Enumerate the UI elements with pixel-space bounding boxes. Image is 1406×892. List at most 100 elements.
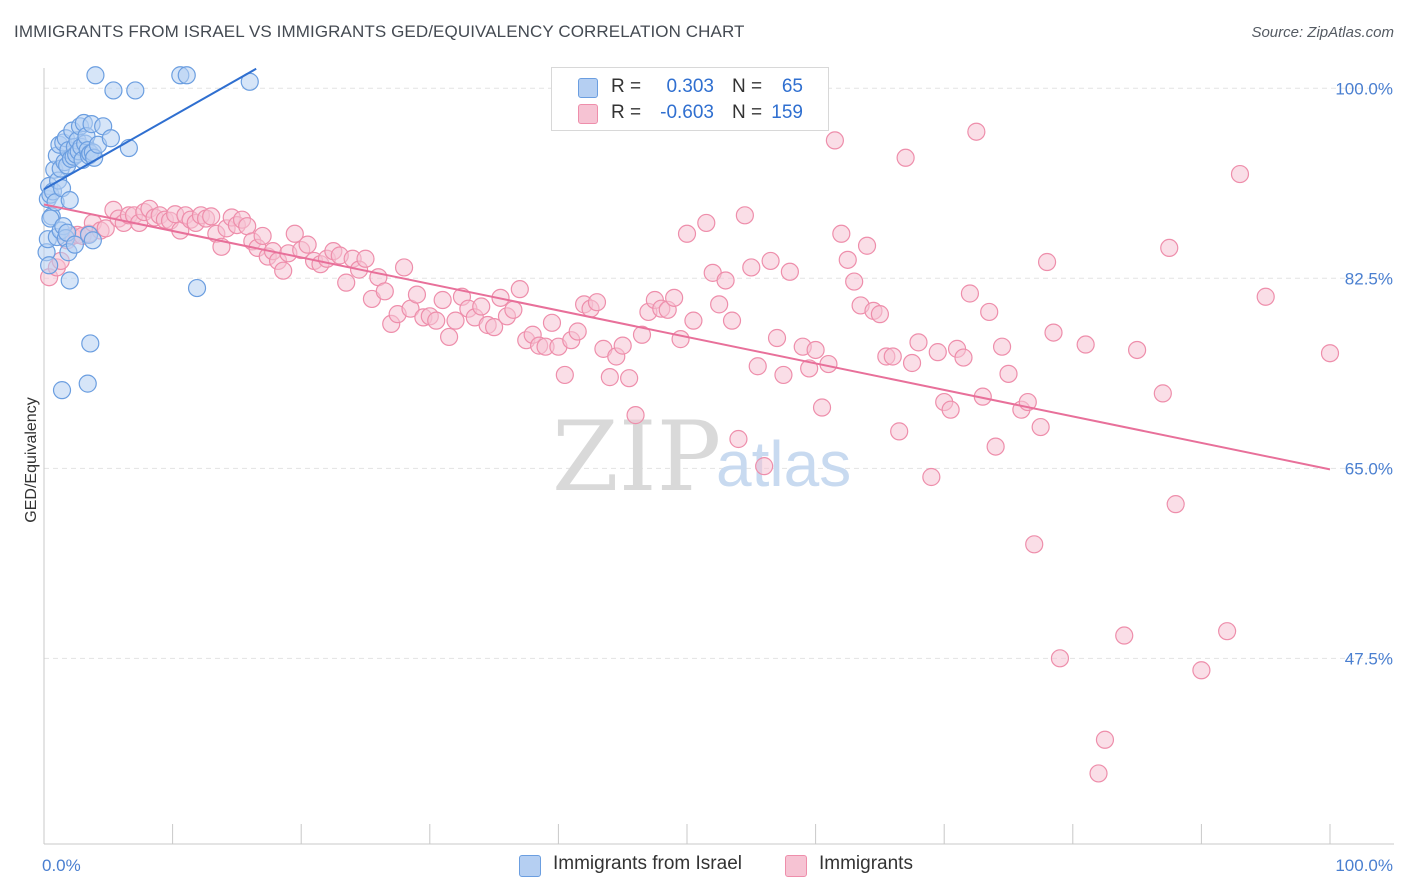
r-label: R =	[611, 102, 642, 123]
x-tick-label: 100.0%	[1335, 856, 1393, 875]
data-point-immigrants	[954, 348, 973, 367]
grid-lines	[44, 87, 1394, 659]
data-point-immigrants	[671, 330, 690, 349]
watermark: ZIP atlas	[552, 401, 851, 513]
data-point-immigrants	[677, 224, 697, 243]
data-point-israel	[86, 66, 105, 85]
trend-line-israel	[43, 67, 257, 191]
data-point-immigrants	[941, 400, 960, 419]
data-point-immigrants	[1037, 252, 1057, 272]
data-point-immigrants	[600, 368, 619, 387]
data-point-immigrants	[812, 398, 832, 417]
stats-swatch-israel	[578, 78, 598, 98]
data-point-immigrants	[274, 261, 293, 280]
data-point-immigrants	[439, 327, 459, 347]
y-tick-label: 100.0%	[1335, 79, 1393, 98]
data-point-israel	[40, 256, 59, 275]
trend-line-immigrants	[43, 203, 1331, 471]
r-value: -0.603	[660, 102, 714, 123]
data-point-israel	[104, 81, 123, 100]
data-point-immigrants	[845, 272, 864, 291]
data-point-immigrants	[587, 293, 607, 312]
data-point-immigrants	[1230, 164, 1250, 184]
data-point-immigrants	[748, 357, 767, 376]
data-point-immigrants	[1044, 323, 1063, 342]
data-point-immigrants	[1076, 335, 1095, 354]
data-point-israel	[78, 374, 97, 393]
data-point-immigrants	[902, 353, 922, 373]
data-point-immigrants	[1127, 340, 1147, 360]
data-point-immigrants	[1320, 344, 1340, 363]
data-point-immigrants	[722, 311, 742, 330]
data-point-immigrants	[980, 302, 999, 322]
data-point-immigrants	[832, 224, 851, 243]
n-value: 65	[781, 76, 803, 97]
data-point-immigrants	[1192, 661, 1211, 680]
legend-swatch-israel	[519, 855, 541, 877]
data-point-immigrants	[542, 313, 562, 332]
data-point-immigrants	[684, 311, 703, 330]
data-point-immigrants	[870, 305, 890, 324]
data-point-immigrants	[613, 336, 632, 355]
data-point-immigrants	[896, 148, 915, 167]
data-point-immigrants	[1089, 764, 1108, 783]
y-tick-label: 82.5%	[1345, 269, 1393, 288]
data-point-immigrants	[838, 250, 857, 269]
data-point-immigrants	[1160, 238, 1179, 257]
data-point-immigrants	[729, 429, 748, 449]
stats-row-immigrants: R = -0.603 N = 159	[552, 101, 828, 127]
data-point-immigrants	[960, 284, 980, 303]
legend: Immigrants from Israel Immigrants	[0, 852, 1406, 878]
data-point-immigrants	[665, 288, 684, 307]
y-tick-label: 65.0%	[1345, 459, 1393, 478]
data-point-immigrants	[285, 224, 304, 243]
data-point-immigrants	[716, 271, 735, 290]
y-tick-label: 47.5%	[1345, 649, 1393, 668]
data-point-immigrants	[1153, 384, 1172, 403]
n-value: 159	[771, 102, 803, 123]
data-point-immigrants	[742, 258, 761, 277]
data-point-immigrants	[632, 325, 652, 344]
data-point-immigrants	[767, 328, 787, 348]
data-point-immigrants	[485, 318, 504, 337]
data-point-immigrants	[986, 437, 1005, 456]
data-point-immigrants	[710, 295, 729, 314]
stats-swatch-immigrants	[578, 104, 598, 124]
data-point-immigrants	[857, 236, 877, 255]
data-point-israel	[65, 235, 84, 254]
legend-label-immigrants: Immigrants	[819, 853, 913, 874]
chart-title: IMMIGRANTS FROM ISRAEL VS IMMIGRANTS GED…	[14, 22, 745, 41]
data-point-immigrants	[446, 311, 465, 330]
data-point-immigrants	[774, 365, 793, 385]
tick-labels: 100.0% 82.5% 65.0% 47.5% 0.0% 100.0%	[42, 79, 1393, 875]
data-point-israel	[60, 191, 79, 210]
data-point-israel	[52, 381, 72, 400]
legend-label-israel: Immigrants from Israel	[553, 853, 742, 874]
legend-swatch-immigrants	[785, 855, 807, 877]
data-point-immigrants	[780, 262, 799, 281]
data-point-immigrants	[253, 226, 272, 246]
data-point-immigrants	[298, 235, 317, 254]
data-point-immigrants	[883, 347, 902, 366]
n-label: N =	[732, 102, 763, 123]
data-point-immigrants	[504, 300, 523, 319]
series-israel-points	[37, 66, 259, 400]
data-point-immigrants	[761, 251, 780, 271]
data-point-immigrants	[928, 343, 947, 362]
data-point-immigrants	[806, 340, 825, 360]
data-point-immigrants	[510, 280, 529, 299]
data-point-immigrants	[394, 258, 414, 277]
data-point-immigrants	[96, 219, 115, 238]
data-point-immigrants	[427, 311, 446, 330]
data-point-immigrants	[1115, 626, 1134, 645]
data-point-immigrants	[568, 322, 587, 341]
data-point-immigrants	[735, 206, 754, 225]
data-point-israel	[83, 231, 102, 250]
data-point-immigrants	[1025, 535, 1044, 554]
data-point-israel	[60, 271, 79, 290]
correlation-stats-box: R = 0.303 N = 65 R = -0.603 N = 159	[551, 67, 829, 131]
data-point-immigrants	[472, 297, 491, 316]
data-point-immigrants	[620, 369, 639, 388]
data-point-immigrants	[433, 290, 452, 310]
